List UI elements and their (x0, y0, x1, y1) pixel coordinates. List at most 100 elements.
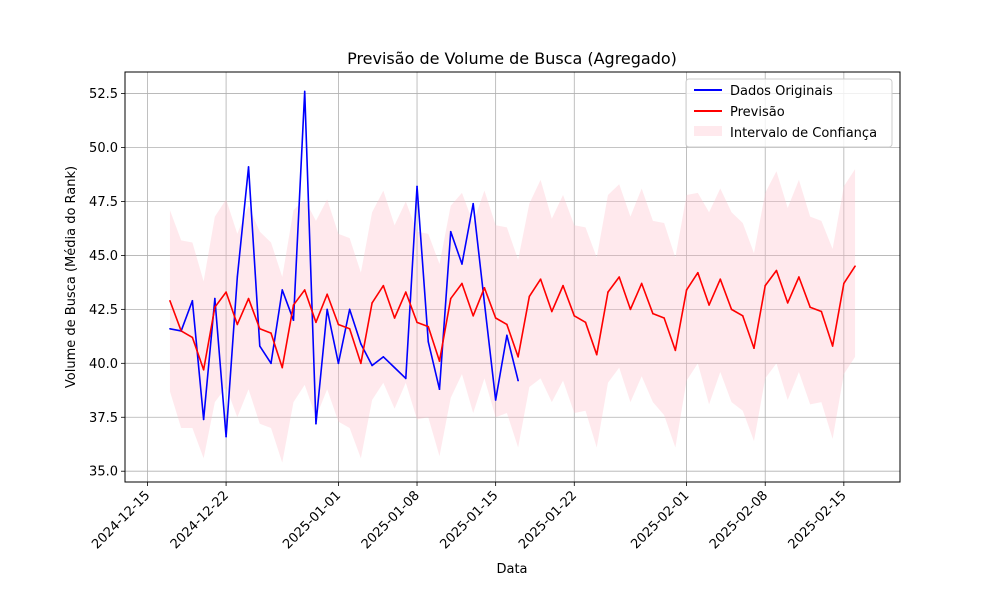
data-point-previsao (618, 276, 620, 278)
data-point-previsao (786, 302, 789, 304)
data-point-previsao (315, 321, 317, 324)
data-point-previsao (169, 299, 171, 302)
y-tick-label: 47.5 (89, 195, 118, 210)
data-point-dados-originais (449, 230, 452, 233)
legend-label-dados-originais: Dados Originais (730, 84, 833, 99)
data-point-dados-originais (303, 90, 306, 93)
data-point-previsao (326, 293, 328, 296)
data-point-previsao (337, 323, 340, 326)
data-point-dados-originais (461, 263, 463, 265)
data-point-previsao (764, 284, 767, 287)
data-point-previsao (843, 282, 845, 285)
data-point-previsao (562, 284, 564, 287)
data-point-previsao (607, 291, 609, 293)
data-point-previsao (674, 349, 677, 352)
data-point-dados-originais (247, 166, 250, 168)
data-point-previsao (225, 291, 227, 293)
data-point-previsao (506, 323, 508, 326)
confidence-band (169, 169, 856, 463)
data-point-previsao (528, 295, 531, 298)
data-point-previsao (258, 327, 261, 330)
data-point-previsao (854, 265, 856, 268)
legend-label-intervalo-de-confianca: Intervalo de Confiança (730, 126, 877, 141)
data-point-previsao (551, 310, 553, 313)
legend-label-previsao: Previsão (730, 105, 785, 120)
data-point-previsao (494, 317, 497, 319)
data-point-previsao (281, 366, 284, 369)
data-point-previsao (831, 345, 834, 347)
data-point-previsao (180, 330, 182, 332)
data-point-dados-originais (517, 379, 519, 382)
data-point-previsao (741, 315, 744, 317)
data-point-previsao (416, 321, 418, 324)
y-tick-label: 42.5 (89, 303, 118, 318)
data-point-previsao (483, 286, 486, 289)
data-point-previsao (719, 278, 722, 280)
data-point-dados-originais (191, 299, 194, 302)
data-point-previsao (292, 304, 295, 306)
data-point-previsao (775, 269, 778, 272)
data-point-dados-originais (315, 422, 317, 425)
data-point-dados-originais (427, 340, 430, 343)
data-point-previsao (652, 312, 654, 315)
data-point-previsao (517, 356, 519, 358)
data-point-previsao (730, 308, 733, 311)
series-line-previsao (169, 265, 856, 371)
data-point-dados-originais (472, 202, 474, 205)
data-point-dados-originais (506, 334, 508, 337)
data-point-previsao (393, 317, 396, 319)
data-point-previsao (382, 284, 385, 287)
data-point-dados-originais (258, 345, 261, 347)
data-point-dados-originais (483, 302, 486, 304)
y-tick-label: 37.5 (89, 411, 118, 426)
data-point-dados-originais (236, 276, 239, 278)
data-point-previsao (539, 278, 542, 280)
data-point-dados-originais (393, 366, 396, 369)
y-tick-label: 35.0 (89, 465, 118, 480)
data-point-previsao (214, 306, 216, 309)
data-point-previsao (697, 271, 699, 274)
data-point-dados-originais (337, 362, 340, 365)
data-point-previsao (663, 317, 665, 319)
data-point-dados-originais (292, 319, 295, 321)
legend-frame (685, 78, 893, 148)
data-point-dados-originais (494, 399, 497, 401)
data-point-dados-originais (214, 297, 216, 300)
plot-frame (124, 71, 901, 483)
data-point-dados-originais (405, 377, 407, 380)
data-point-previsao (573, 315, 576, 317)
y-tick-label: 50.0 (89, 141, 118, 156)
legend-swatch-intervalo-de-confianca (694, 126, 722, 136)
data-point-previsao (202, 368, 205, 371)
data-point-previsao (303, 289, 306, 291)
data-point-previsao (584, 321, 587, 324)
y-axis-ticks: 35.0 37.5 40.0 42.5 45.0 47.5 50.0 52.5 (89, 87, 125, 480)
data-point-previsao (629, 308, 632, 311)
data-point-dados-originais (382, 356, 385, 358)
data-point-previsao (438, 360, 441, 362)
data-point-dados-originais (438, 388, 441, 391)
chart-title: Previsão de Volume de Busca (Agregado) (347, 49, 677, 68)
data-point-previsao (348, 327, 351, 330)
y-tick-label: 52.5 (89, 87, 118, 102)
data-point-previsao (472, 315, 474, 317)
data-point-previsao (270, 332, 272, 334)
data-point-previsao (371, 302, 373, 304)
data-point-previsao (191, 336, 194, 339)
data-point-previsao (405, 291, 407, 293)
data-point-previsao (427, 325, 430, 328)
data-point-dados-originais (225, 435, 227, 438)
data-point-dados-originais (169, 327, 171, 330)
data-point-dados-originais (371, 364, 373, 367)
data-point-dados-originais (326, 308, 328, 311)
data-point-previsao (798, 276, 800, 278)
y-tick-label: 40.0 (89, 357, 118, 372)
legend: Dados Originais Previsão Intervalo de Co… (685, 78, 893, 148)
data-points (169, 90, 856, 438)
data-point-dados-originais (348, 308, 351, 311)
data-point-dados-originais (360, 343, 362, 345)
data-point-dados-originais (202, 418, 205, 421)
data-point-previsao (595, 353, 598, 356)
